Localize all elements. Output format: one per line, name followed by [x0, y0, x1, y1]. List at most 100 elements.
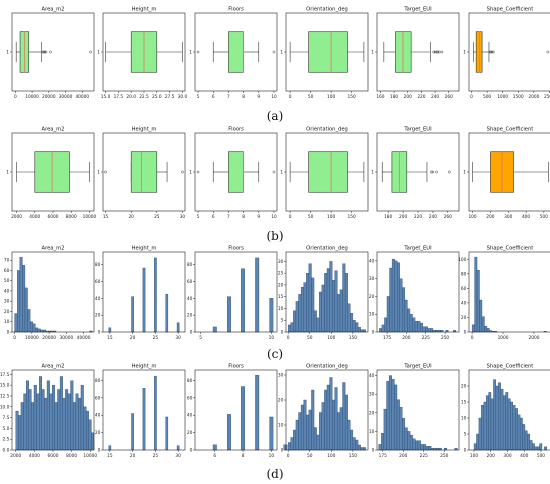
hist-bar — [512, 405, 516, 451]
hist-bar — [417, 321, 421, 333]
subplot-area-m2: Area_m2 0 10000 20000 30000 40000 0 10 20 30 40 50 6… — [4, 246, 95, 341]
hist-bar — [394, 384, 398, 451]
hist-bar — [241, 268, 246, 333]
box-iqr — [308, 31, 348, 73]
y-tick-label: 40 — [4, 288, 10, 294]
hist-bar — [313, 427, 317, 451]
hist-bar — [476, 270, 480, 333]
subplot-title: Area_m2 — [42, 7, 65, 13]
hist-bar — [409, 434, 413, 451]
hist-bar — [154, 257, 157, 333]
hist-bar — [67, 393, 71, 451]
y-tick-label: 40 — [95, 296, 101, 302]
y-tick-label: 1 — [280, 170, 283, 176]
x-tick-label: 4000 — [29, 214, 40, 220]
subplot-title: Orientation_deg — [306, 127, 348, 133]
subplot-area-m2: Area_m2 2000 4000 6000 8000 10000 0.0 2.5 5.0 7.5… — [0, 364, 97, 460]
y-tick-label: 30 — [4, 299, 10, 305]
x-tick-label: 4000 — [29, 453, 40, 459]
hist-bar — [88, 419, 92, 451]
x-tick-label: 15.0 — [101, 94, 111, 100]
box-iqr — [475, 31, 483, 73]
hist-bar — [422, 326, 426, 333]
x-tick-label: 2000 — [529, 335, 540, 341]
y-tick-label: 25 — [278, 271, 284, 277]
hist-bar — [295, 419, 299, 451]
x-tick-label: 8 — [242, 453, 245, 459]
y-tick-label: 80 — [95, 262, 101, 268]
hist-bar — [381, 433, 385, 451]
hist-bar — [33, 384, 37, 451]
hist-bar — [25, 380, 29, 451]
hist-bar — [539, 443, 543, 451]
y-tick-label: 20 — [369, 294, 375, 300]
y-tick-label: 7.5 — [3, 415, 10, 421]
y-tick-label: 80 — [187, 378, 193, 384]
y-tick-label: 1 — [6, 50, 9, 56]
x-tick-label: 50 — [308, 94, 314, 100]
axes-frame — [376, 12, 460, 92]
subplot-floors: Floors 6 8 10 0 20 40 60 80 — [187, 364, 288, 459]
subplot-title: Floors — [228, 127, 244, 133]
y-tick-label: 0 — [190, 330, 193, 336]
y-tick-label: 0 — [372, 448, 375, 454]
y-tick-label: 0 — [98, 448, 101, 454]
x-tick-label: 6000 — [48, 453, 59, 459]
x-tick-label: 30 — [175, 453, 181, 459]
y-tick-label: 0.0 — [3, 448, 10, 454]
subplot-target-eui: Target_EUI 160 180 200 220 240 260 1 — [371, 7, 460, 100]
outlier-point — [43, 50, 47, 54]
box-iqr — [308, 151, 348, 193]
x-tick-label: 200 — [399, 453, 407, 459]
hist-bar — [19, 256, 23, 333]
hist-bar — [78, 397, 82, 451]
y-tick-label: 30 — [278, 373, 284, 379]
subplot-area-m2: Area_m2 0 10000 20000 30000 40000 1 — [6, 7, 95, 100]
hist-bar — [311, 277, 315, 333]
x-tick-label: 500 — [483, 94, 491, 100]
axes-frame — [194, 12, 278, 92]
x-tick-label: 160 — [376, 94, 384, 100]
y-tick-label: 0 — [281, 330, 284, 336]
x-tick-label: 10000 — [83, 214, 97, 220]
hist-bar — [522, 424, 526, 451]
subplot-title: Floors — [228, 7, 244, 13]
x-tick-label: 30000 — [60, 335, 74, 341]
x-tick-label: 30000 — [59, 94, 73, 100]
x-tick-label: 22.5 — [139, 94, 149, 100]
hist-bar — [510, 401, 514, 451]
hist-bar — [357, 327, 361, 333]
hist-bar — [474, 256, 478, 333]
hist-bar — [402, 418, 406, 451]
hist-bar — [337, 412, 341, 451]
x-tick-label: 150 — [347, 94, 355, 100]
y-tick-label: 1 — [280, 50, 283, 56]
outlier-point — [433, 50, 437, 54]
x-tick-label: 2000 — [10, 453, 21, 459]
subplot-floors: Floors 5 6 7 8 9 10 1 — [189, 7, 278, 100]
x-tick-label: 0 — [289, 94, 292, 100]
y-tick-label: 15 — [461, 400, 467, 406]
hist-bar — [303, 399, 307, 451]
hist-bar — [337, 294, 341, 333]
hist-bar — [399, 278, 403, 333]
axes-frame — [376, 132, 460, 212]
hist-bar — [59, 376, 63, 451]
outlier-point — [181, 170, 184, 174]
hist-bar — [388, 375, 392, 451]
subplot-orientation-deg: Orientation_deg 0 50 100 150 0 10 20 30 — [278, 364, 369, 459]
hist-bar — [306, 414, 310, 451]
hist-bar — [396, 399, 400, 451]
axes-frame — [285, 251, 369, 333]
y-tick-label: 5.0 — [3, 426, 10, 432]
subplot-title: Floors — [228, 364, 244, 370]
y-tick-label: 60 — [187, 279, 193, 285]
hist-bar — [29, 321, 33, 333]
hist-bar — [20, 402, 24, 451]
hist-bar — [527, 433, 531, 451]
hist-bar — [544, 446, 547, 451]
hist-bar — [212, 326, 217, 333]
y-tick-label: 15.0 — [0, 383, 10, 389]
x-tick-label: 100 — [468, 214, 476, 220]
